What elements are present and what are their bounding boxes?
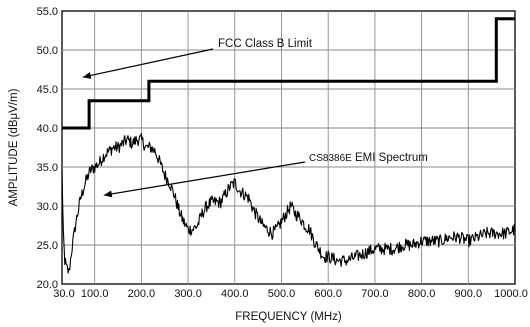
emi-spectrum-arrow xyxy=(103,161,306,196)
fcc-limit-arrow xyxy=(82,48,214,78)
x-tick-label: 900.0 xyxy=(455,288,483,300)
x-tick-label: 800.0 xyxy=(408,288,436,300)
y-tick-label: 30.0 xyxy=(37,201,58,213)
x-tick-label: 700.0 xyxy=(361,288,389,300)
y-tick-label: 45.0 xyxy=(37,84,58,96)
plot-frame xyxy=(61,10,516,285)
y-tick-label: 40.0 xyxy=(37,123,58,135)
x-ticks: 30.0 100.0 200.0 300.0 400.0 500.0 600.0 700.0 8… xyxy=(53,288,528,300)
x-tick-label: 300.0 xyxy=(174,288,202,300)
series-layer xyxy=(61,17,516,274)
fcc-limit-line xyxy=(62,17,515,130)
y-tick-label: 20.0 xyxy=(37,279,58,291)
y-tick-label: 50.0 xyxy=(37,45,58,57)
y-axis-label: AMPLITUDE (dBμV/m) xyxy=(8,88,20,206)
fcc-limit-label: FCC Class B Limit xyxy=(218,38,313,50)
y-axis-label-part-1: AMPLITUDE (dB xyxy=(8,119,20,206)
y-tick-label: 35.0 xyxy=(37,162,58,174)
fcc-limit-arrowhead xyxy=(82,72,92,79)
x-tick-label: 400.0 xyxy=(221,288,249,300)
y-axis-label-mu: μ xyxy=(8,113,20,120)
emi-spectrum-arrowhead xyxy=(103,190,113,198)
y-tick-label: 25.0 xyxy=(37,240,58,252)
x-tick-label: 200.0 xyxy=(128,288,156,300)
emi-spectrum-suffix: EMI Spectrum xyxy=(352,152,428,164)
x-tick-label: 100.0 xyxy=(81,288,109,300)
y-tick-label: 55.0 xyxy=(37,6,58,18)
x-tick-label: 600.0 xyxy=(314,288,342,300)
fcc-limit-annotation: FCC Class B Limit xyxy=(82,38,313,79)
x-tick-label: 1000.0 xyxy=(494,288,528,300)
emi-spectrum-part-number: CS8386E xyxy=(309,153,352,164)
x-axis-label: FREQUENCY (MHz) xyxy=(235,311,342,323)
x-tick-label: 30.0 xyxy=(53,288,74,300)
y-ticks: 20.0 25.0 30.0 35.0 40.0 45.0 50.0 55.0 xyxy=(37,6,58,291)
emi-spectrum-label: CS8386E EMI Spectrum xyxy=(309,152,428,164)
x-tick-label: 500.0 xyxy=(268,288,296,300)
emi-spectrum-annotation: CS8386E EMI Spectrum xyxy=(103,152,428,198)
y-axis-label-part-2: V/m) xyxy=(8,88,20,112)
emi-spectrum-line xyxy=(61,132,516,274)
